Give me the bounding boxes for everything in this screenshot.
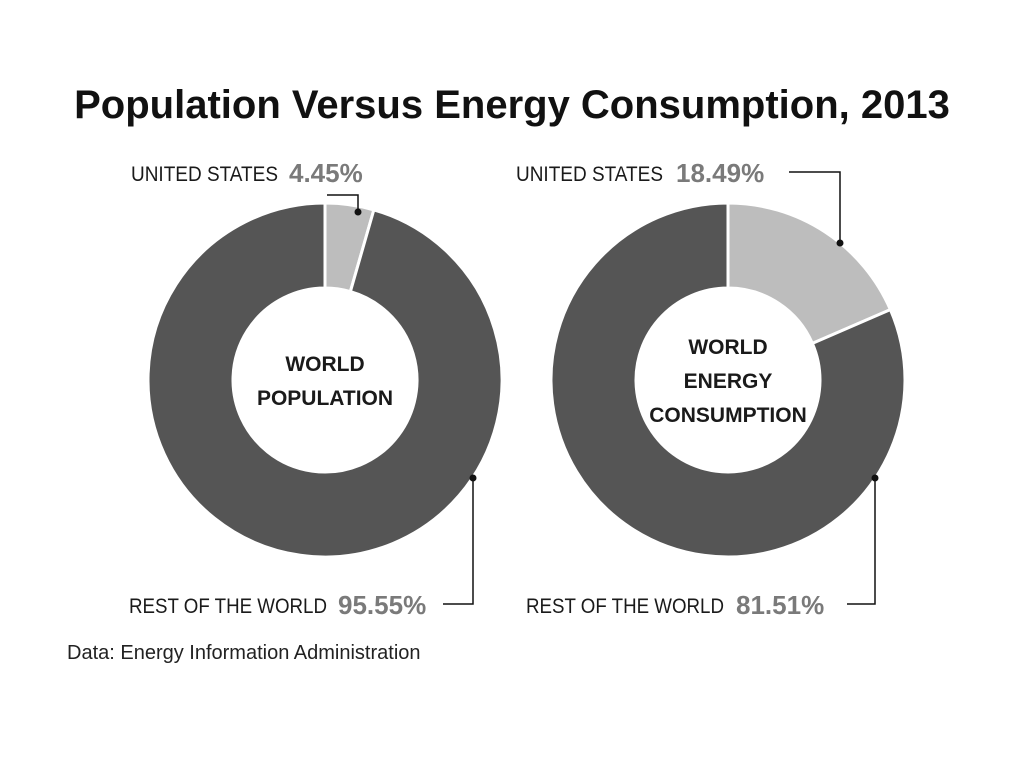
slice-label-united-states: UNITED STATES <box>516 163 663 186</box>
slice-value-united-states: 18.49% <box>676 158 764 188</box>
donut-center-label: ENERGY <box>684 370 773 393</box>
donut-slice-rest-of-the-world <box>146 201 504 559</box>
leader-line <box>443 478 474 605</box>
donut-chart-world-energy-consumption: UNITED STATES 18.49% REST OF THE WORLD 81.5… <box>516 158 907 620</box>
leader-line <box>847 478 876 605</box>
donut-chart-world-population: UNITED STATES 4.45% REST OF THE WORLD 95.55… <box>129 158 504 620</box>
slice-value-rest-of-the-world: 95.55% <box>338 590 426 620</box>
leader-dot <box>354 208 362 216</box>
chart-title: Population Versus Energy Consumption, 20… <box>74 83 950 127</box>
leader-dot <box>836 239 844 247</box>
donut-center-label: WORLD <box>285 353 364 376</box>
slice-label-united-states: UNITED STATES <box>131 163 278 186</box>
donut-center-label: POPULATION <box>257 387 393 410</box>
source-note: Data: Energy Information Administration <box>67 642 421 664</box>
donut-center-label: WORLD <box>688 336 767 359</box>
donut-slice-rest-of-the-world <box>549 201 907 559</box>
slice-label-rest-of-the-world: REST OF THE WORLD <box>526 595 724 618</box>
slice-value-united-states: 4.45% <box>289 158 363 188</box>
donut-slice-united-states <box>726 201 893 346</box>
slice-value-rest-of-the-world: 81.51% <box>736 590 824 620</box>
leader-dot <box>469 474 477 482</box>
donut-center-label: CONSUMPTION <box>649 404 807 427</box>
leader-line <box>327 194 359 212</box>
slice-label-rest-of-the-world: REST OF THE WORLD <box>129 595 327 618</box>
leader-dot <box>871 474 879 482</box>
leader-line <box>789 171 841 243</box>
